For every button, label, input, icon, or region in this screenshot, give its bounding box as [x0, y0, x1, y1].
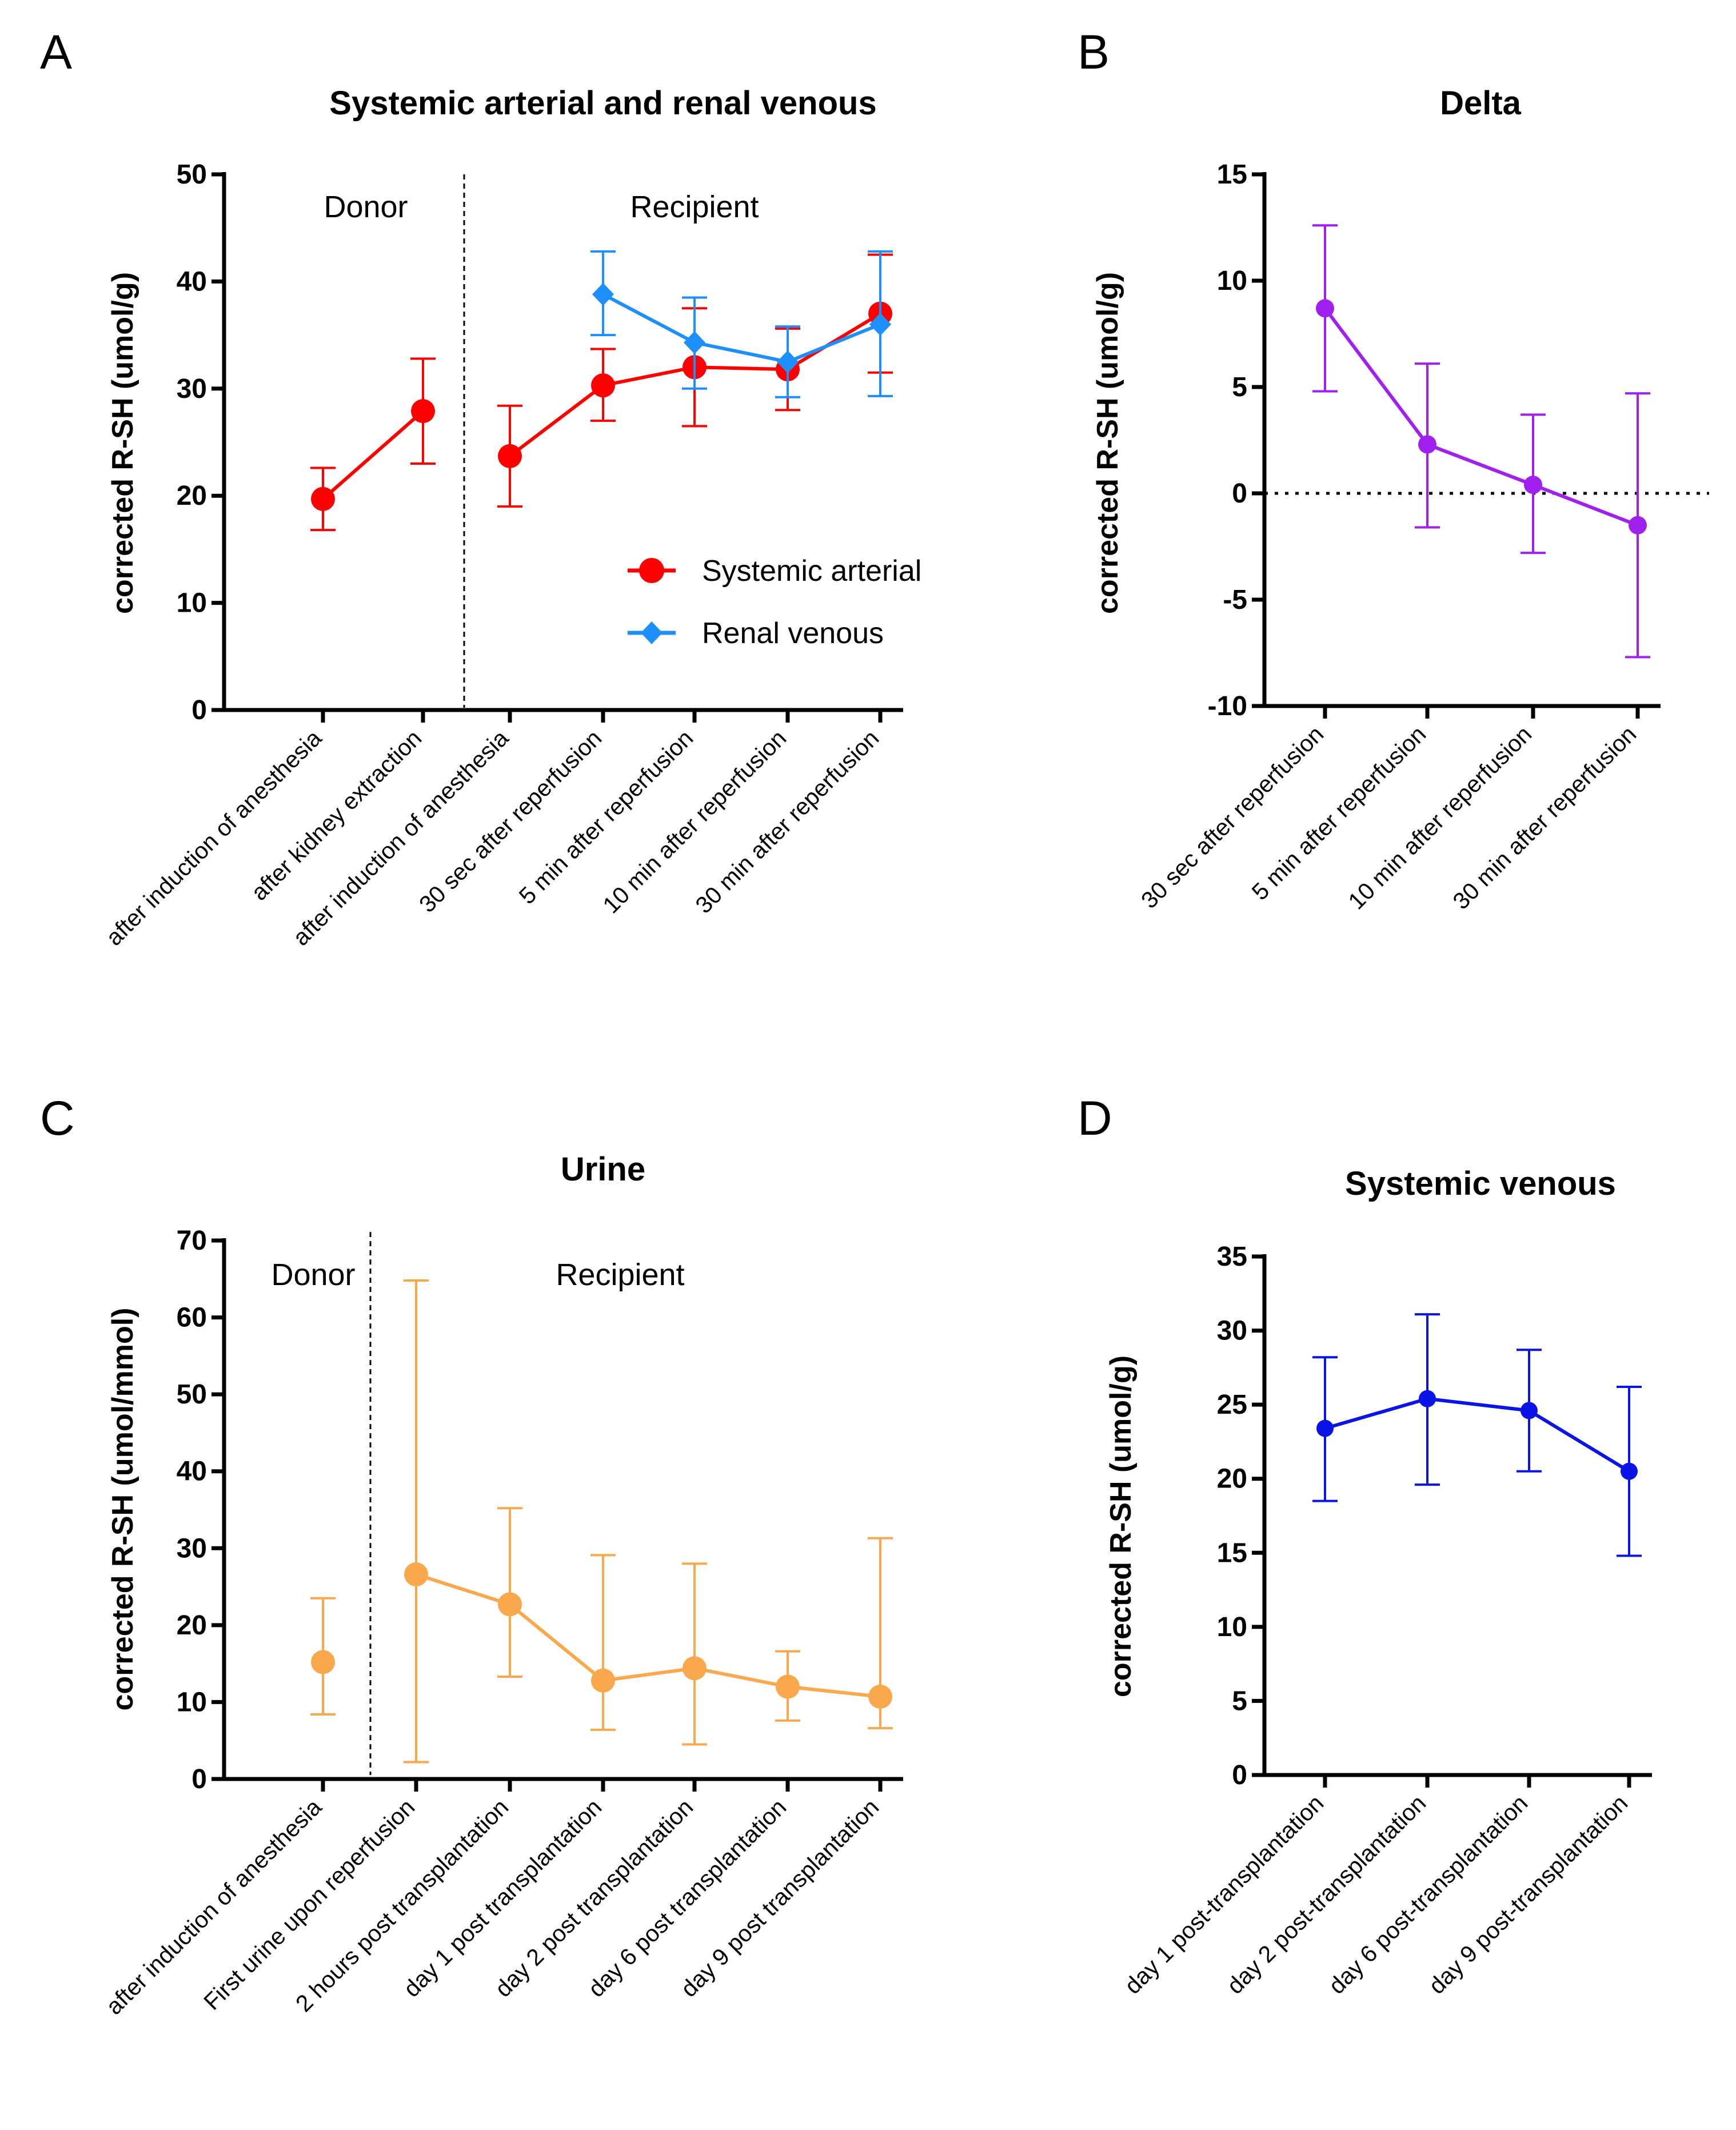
data-point: [1521, 1402, 1538, 1419]
y-tick-label: 10: [177, 588, 207, 619]
data-point: [498, 444, 522, 468]
y-tick-label: 0: [1232, 478, 1247, 509]
data-point: [591, 373, 615, 398]
y-tick-label: -10: [1208, 691, 1247, 721]
error-bar: [590, 1554, 616, 1731]
series-urine: [310, 1279, 893, 1764]
region-label-donor: Donor: [324, 190, 408, 224]
data-point: [311, 486, 335, 511]
y-tick-label: 5: [1232, 1686, 1247, 1716]
legend-label-systemic-arterial: Systemic arterial: [702, 555, 921, 588]
y-tick-label: 15: [1217, 1538, 1247, 1568]
data-point: [1621, 1462, 1638, 1480]
region-label-recipient: Recipient: [630, 190, 759, 224]
y-tick-label: 20: [1217, 1464, 1247, 1494]
y-tick-label: 10: [1217, 266, 1247, 296]
panel-label-d: D: [1077, 1091, 1112, 1145]
data-point: [683, 1656, 707, 1681]
series-line: [1323, 307, 1639, 527]
y-tick-label: 30: [1217, 1316, 1247, 1346]
series-line: [1324, 1397, 1630, 1473]
data-point: [1419, 1390, 1436, 1407]
y-tick-label: 40: [177, 266, 207, 297]
chart-title: Urine: [561, 1151, 645, 1188]
y-tick-label: 70: [177, 1226, 207, 1256]
series-systemic-venous: [1312, 1313, 1642, 1557]
legend-label-renal-venous: Renal venous: [702, 617, 884, 650]
y-tick-label: 0: [1232, 1760, 1247, 1790]
y-tick-label: 10: [177, 1687, 207, 1717]
chart-title: Systemic venous: [1345, 1165, 1616, 1202]
data-point: [592, 282, 614, 306]
y-tick-label: 40: [177, 1457, 207, 1487]
y-tick-label: 25: [1217, 1390, 1247, 1420]
data-point: [1524, 476, 1542, 494]
y-tick-label: 50: [177, 1379, 207, 1410]
legend-marker-systemic-arterial: [639, 558, 664, 583]
series-line: [602, 293, 881, 364]
y-tick-label: 50: [177, 159, 207, 190]
y-tick-label: 10: [1217, 1612, 1247, 1642]
region-label-donor: Donor: [271, 1258, 355, 1292]
y-tick-label: 30: [177, 1533, 207, 1563]
panel-label-a: A: [40, 25, 72, 79]
data-point: [777, 350, 799, 373]
panel-label-b: B: [1077, 25, 1110, 79]
legend-marker-renal-venous: [641, 621, 663, 644]
y-axis-label: corrected R-SH (umol/g): [1104, 1355, 1138, 1697]
panel-label-c: C: [40, 1091, 75, 1145]
y-tick-label: 60: [177, 1303, 207, 1333]
y-tick-label: 0: [191, 695, 207, 725]
series-line: [416, 1573, 881, 1698]
y-tick-label: 20: [177, 481, 207, 511]
y-tick-label: 0: [191, 1764, 207, 1794]
y-tick-label: 35: [1217, 1242, 1247, 1272]
y-tick-label: 5: [1232, 372, 1247, 402]
data-point: [1629, 516, 1647, 535]
y-axis-label: corrected R-SH (umol/g): [1091, 272, 1124, 614]
y-axis-label: corrected R-SH (umol/g): [106, 272, 139, 614]
data-point: [311, 1650, 335, 1674]
y-tick-label: 15: [1217, 159, 1247, 190]
y-tick-label: -5: [1223, 585, 1247, 615]
data-point: [776, 1674, 800, 1699]
series-delta: [1312, 224, 1650, 659]
error-bar: [404, 1279, 429, 1764]
data-point: [404, 1562, 428, 1587]
legend: Systemic arterial Renal venous: [628, 555, 921, 650]
data-point: [1316, 299, 1334, 318]
series-renal-venous: [590, 250, 893, 398]
data-point: [1316, 1419, 1334, 1437]
data-point: [868, 1685, 892, 1709]
region-label-recipient: Recipient: [556, 1258, 684, 1292]
error-bar: [682, 1562, 707, 1746]
y-tick-label: 30: [177, 374, 207, 404]
chart-title: Delta: [1440, 85, 1522, 122]
data-point: [498, 1592, 522, 1617]
series-line: [322, 409, 424, 501]
data-point: [591, 1668, 615, 1693]
chart-title: Systemic arterial and renal venous: [329, 85, 876, 122]
y-tick-label: 20: [177, 1610, 207, 1641]
data-point: [411, 399, 435, 424]
data-point: [869, 313, 891, 336]
data-point: [1418, 435, 1436, 454]
y-axis-label: corrected R-SH (umol/mmol): [106, 1308, 139, 1711]
data-point: [684, 331, 705, 354]
